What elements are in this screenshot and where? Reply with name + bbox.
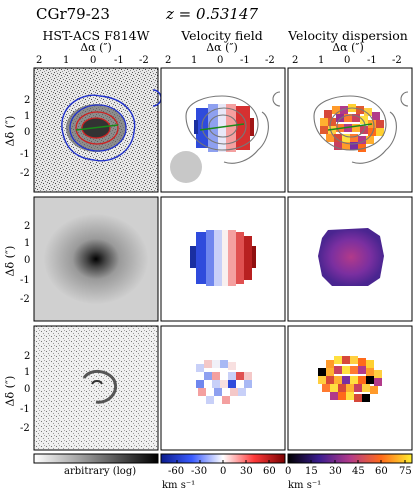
velocity-tick: 30 — [240, 466, 253, 477]
y-tick: 1 — [24, 238, 31, 249]
y-tick: 0 — [24, 384, 31, 395]
x-tick: 2 — [292, 55, 299, 66]
dispersion-tick: 30 — [329, 466, 342, 477]
column-title-velocity: Velocity field — [181, 28, 263, 43]
dispersion-tick: 15 — [305, 466, 318, 477]
colorbar-image-label: arbitrary (log) — [64, 466, 137, 477]
panel-model-velocity — [160, 196, 286, 322]
x-tick: 0 — [90, 55, 97, 66]
y-tick: 1 — [24, 111, 31, 122]
dispersion-tick: 60 — [375, 466, 388, 477]
object-name: CGr79-23 — [36, 5, 110, 23]
velocity-tick: 0 — [220, 466, 227, 477]
x-tick: 0 — [344, 55, 351, 66]
panel-model-image — [33, 196, 159, 322]
panel-velocity-dispersion — [287, 67, 413, 193]
x-tick: 1 — [191, 55, 198, 66]
redshift-label: z = 0.53147 — [166, 5, 259, 23]
y-tick: -1 — [20, 275, 30, 286]
column-title-hst: HST-ACS F814W — [42, 28, 150, 43]
dispersion-tick: 45 — [352, 466, 365, 477]
x-tick: -2 — [139, 55, 149, 66]
xlabel-hst: Δα (″) — [80, 41, 112, 54]
panel-residual-velocity — [160, 325, 286, 451]
y-tick: -1 — [20, 404, 30, 415]
x-tick: -1 — [114, 55, 124, 66]
velocity-tick: 60 — [263, 466, 276, 477]
velocity-colorbar-unit: km s⁻¹ — [162, 480, 196, 491]
x-tick: 0 — [217, 55, 224, 66]
y-tick: 2 — [24, 221, 31, 232]
x-tick: 1 — [63, 55, 70, 66]
x-tick: -2 — [392, 55, 402, 66]
y-tick: 1 — [24, 367, 31, 378]
colorbar-dispersion — [287, 453, 413, 464]
y-tick: -2 — [20, 168, 30, 179]
velocity-tick: -30 — [191, 466, 208, 477]
x-tick: 2 — [36, 55, 43, 66]
panel-model-dispersion — [287, 196, 413, 322]
x-tick: 1 — [318, 55, 325, 66]
velocity-tick: -60 — [168, 466, 185, 477]
y-tick: 2 — [24, 95, 31, 106]
y-tick: -2 — [20, 423, 30, 434]
y-tick: -2 — [20, 294, 30, 305]
panel-velocity-field — [160, 67, 286, 193]
x-tick: -2 — [265, 55, 275, 66]
dispersion-tick: 75 — [399, 466, 412, 477]
colorbar-velocity — [160, 453, 286, 464]
y-tick: 0 — [24, 255, 31, 266]
y-tick: 2 — [24, 351, 31, 362]
xlabel-dispersion: Δα (″) — [332, 41, 364, 54]
y-tick: 0 — [24, 127, 31, 138]
x-tick: -1 — [240, 55, 250, 66]
dispersion-tick: 0 — [285, 466, 292, 477]
y-tick: -1 — [20, 149, 30, 160]
x-tick: 2 — [165, 55, 172, 66]
panel-residual-dispersion — [287, 325, 413, 451]
panel-residual-image — [33, 325, 159, 451]
panel-hst-image — [33, 67, 162, 193]
x-tick: -1 — [367, 55, 377, 66]
xlabel-velocity: Δα (″) — [206, 41, 238, 54]
dispersion-colorbar-unit: km s⁻¹ — [288, 480, 322, 491]
column-title-dispersion: Velocity dispersion — [288, 28, 408, 43]
colorbar-image — [33, 453, 159, 464]
